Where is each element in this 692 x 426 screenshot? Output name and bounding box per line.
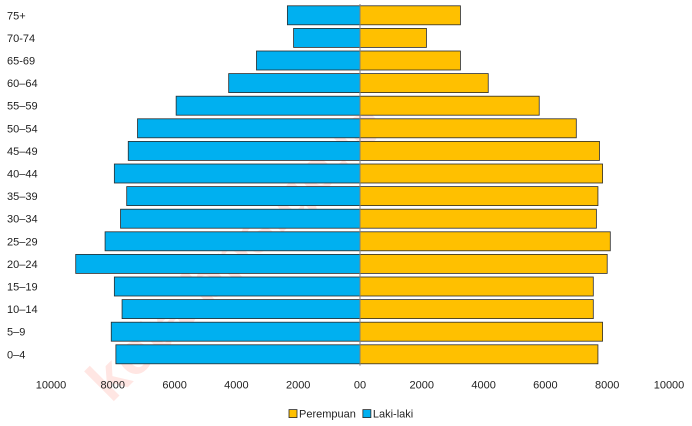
x-tick-label: 2000 (410, 380, 434, 392)
bar-perempuan (359, 231, 611, 252)
legend-swatch-perempuan (288, 409, 298, 419)
bar-perempuan (359, 5, 461, 26)
bar-laki-laki (293, 27, 361, 48)
x-tick-label: 6000 (533, 380, 557, 392)
bar-perempuan (359, 140, 600, 161)
bar-perempuan (359, 186, 599, 207)
bar-laki-laki (75, 253, 361, 274)
bar-laki-laki (127, 140, 361, 161)
bar-laki-laki (137, 118, 361, 139)
bar-laki-laki (120, 208, 361, 229)
x-tick-label: 8000 (595, 380, 619, 392)
bar-perempuan (359, 299, 594, 320)
bar-laki-laki (110, 321, 361, 342)
x-tick-label: 10000 (654, 380, 685, 392)
x-tick-label: 4000 (224, 380, 248, 392)
category-label: 25–29 (7, 236, 38, 248)
bar-laki-laki (286, 5, 361, 26)
bar-perempuan (359, 253, 608, 274)
legend: Perempuan Laki-laki (288, 409, 413, 421)
x-tick-label: 00 (354, 380, 366, 392)
bar-perempuan (359, 208, 597, 229)
category-label: 60–64 (7, 78, 38, 90)
bar-perempuan (359, 321, 603, 342)
x-tick-label: 10000 (36, 380, 67, 392)
bar-perempuan (359, 344, 599, 365)
x-tick-label: 4000 (471, 380, 495, 392)
bar-perempuan (359, 27, 427, 48)
bar-perempuan (359, 118, 577, 139)
category-label: 10–14 (7, 304, 38, 316)
category-label: 55–59 (7, 101, 38, 113)
category-label: 65-69 (7, 56, 35, 68)
category-label: 40–44 (7, 169, 38, 181)
bar-laki-laki (115, 344, 361, 365)
bar-laki-laki (104, 231, 361, 252)
category-labels: 75+ 70-74 65-69 60–64 55–59 50–54 45–49 40–44 35… (7, 10, 38, 361)
legend-label-laki-laki: Laki-laki (373, 409, 413, 421)
bar-perempuan (359, 50, 461, 71)
category-label: 35–39 (7, 191, 38, 203)
x-tick-label: 8000 (101, 380, 125, 392)
category-label: 75+ (7, 10, 26, 22)
bar-perempuan (359, 73, 489, 93)
category-label: 5–9 (7, 327, 25, 339)
x-tick-label: 6000 (162, 380, 186, 392)
bar-laki-laki (126, 186, 361, 207)
bar-laki-laki (113, 276, 361, 297)
category-label: 30–34 (7, 214, 38, 226)
bar-perempuan (359, 95, 540, 116)
bar-perempuan (359, 163, 603, 184)
category-label: 50–54 (7, 123, 38, 135)
bar-laki-laki (256, 50, 361, 71)
category-label: 0–4 (7, 349, 25, 361)
x-tick-label: 2000 (286, 380, 310, 392)
bar-laki-laki (175, 95, 361, 116)
bar-laki-laki (113, 163, 361, 184)
category-label: 45–49 (7, 146, 38, 158)
legend-swatch-laki-laki (362, 409, 372, 419)
legend-label-perempuan: Perempuan (299, 409, 356, 421)
category-label: 70-74 (7, 33, 35, 45)
x-tick-labels: 10000 8000 6000 4000 2000 00 2000 4000 6000 8000 1… (36, 380, 685, 392)
bar-perempuan (359, 276, 594, 297)
category-label: 15–19 (7, 282, 38, 294)
bar-laki-laki (121, 299, 361, 320)
category-label: 20–24 (7, 259, 38, 271)
bar-laki-laki (228, 73, 361, 93)
